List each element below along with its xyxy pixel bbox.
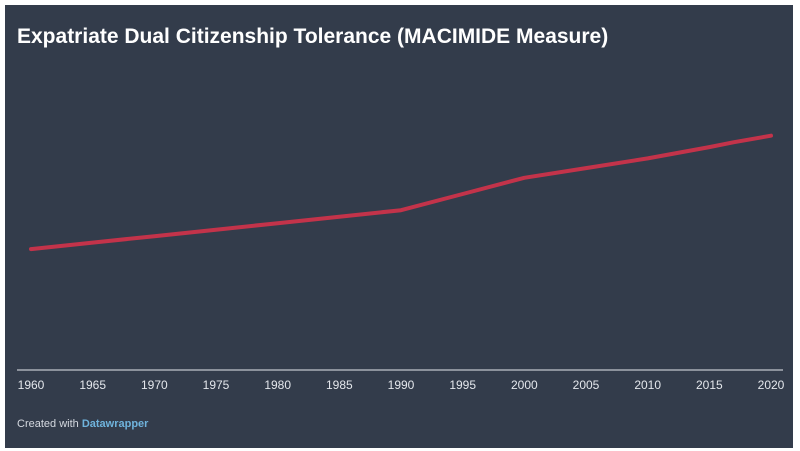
- data-point: [707, 145, 711, 149]
- data-point: [732, 140, 736, 144]
- series-line: [29, 133, 773, 252]
- plot-area: [29, 133, 773, 252]
- datawrapper-link[interactable]: Datawrapper: [81, 418, 149, 430]
- data-point: [522, 176, 526, 180]
- data-point: [646, 156, 650, 160]
- data-point: [29, 247, 33, 251]
- data-point: [584, 166, 588, 170]
- x-tick-label: 1975: [203, 378, 230, 392]
- chart-title: Expatriate Dual Citizenship Tolerance (M…: [17, 25, 609, 48]
- x-tick-label: 2015: [696, 378, 723, 392]
- x-tick-label: 2005: [573, 378, 600, 392]
- credit-text: Created with: [17, 418, 82, 430]
- x-tick-label: 1980: [264, 378, 291, 392]
- chart-card: Expatriate Dual Citizenship Tolerance (M…: [5, 5, 793, 448]
- data-point: [276, 221, 280, 225]
- x-tick-label: 2000: [511, 378, 538, 392]
- data-point: [91, 241, 95, 245]
- data-point: [769, 134, 773, 138]
- data-point: [337, 215, 341, 219]
- x-tick-label: 1990: [388, 378, 415, 392]
- data-point: [152, 234, 156, 238]
- x-axis: 1960 1965 1970 1975 1980 1985 1990 1995 2000 2005…: [17, 369, 785, 392]
- x-tick-label: 1985: [326, 378, 353, 392]
- x-tick-label: 1960: [18, 378, 45, 392]
- credit-footer: Created with Datawrapper: [17, 418, 148, 430]
- x-tick-label: 2020: [758, 378, 785, 392]
- data-point: [461, 192, 465, 196]
- x-tick-label: 1995: [449, 378, 476, 392]
- line-chart: 1960 1965 1970 1975 1980 1985 1990 1995 2000 2005…: [17, 133, 785, 392]
- data-point: [399, 208, 403, 212]
- x-tick-label: 1965: [79, 378, 106, 392]
- x-tick-label: 2010: [634, 378, 661, 392]
- data-point: [214, 228, 218, 232]
- x-tick-label: 1970: [141, 378, 168, 392]
